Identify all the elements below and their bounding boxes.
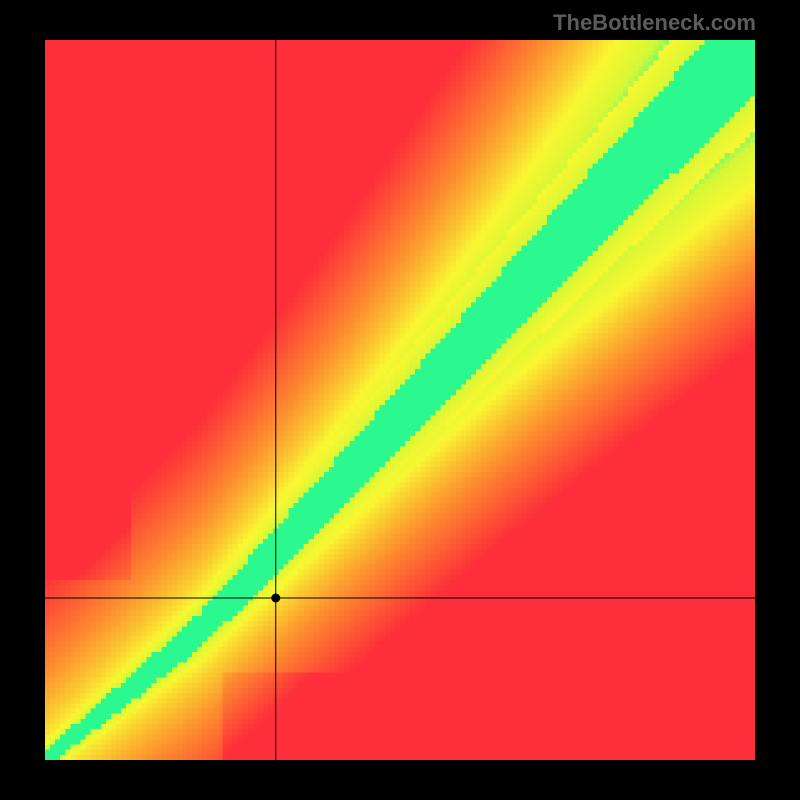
chart-container: TheBottleneck.com [0, 0, 800, 800]
watermark-text: TheBottleneck.com [553, 10, 756, 36]
bottleneck-heatmap [45, 40, 755, 760]
